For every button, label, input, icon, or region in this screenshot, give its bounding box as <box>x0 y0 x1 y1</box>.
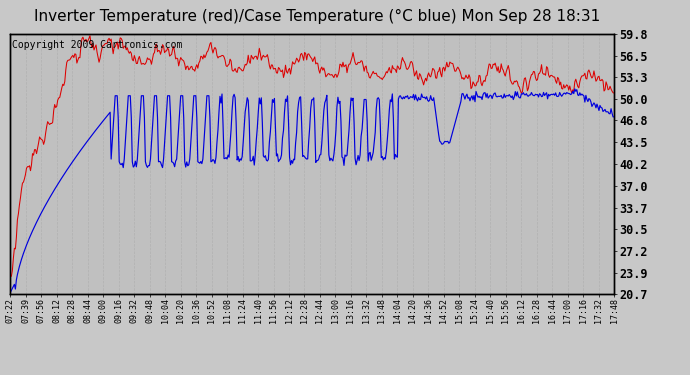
Text: Copyright 2009 Cartronics.com: Copyright 2009 Cartronics.com <box>12 40 183 50</box>
Text: Inverter Temperature (red)/Case Temperature (°C blue) Mon Sep 28 18:31: Inverter Temperature (red)/Case Temperat… <box>34 9 600 24</box>
